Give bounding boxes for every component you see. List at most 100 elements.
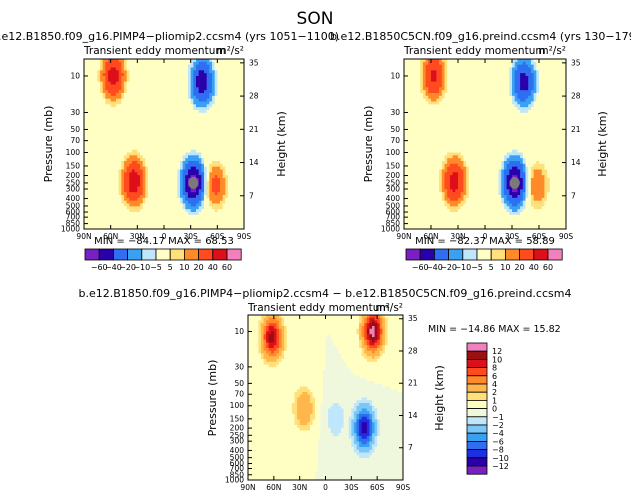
field-cell bbox=[166, 93, 170, 97]
field-cell bbox=[487, 90, 491, 94]
field-cell bbox=[563, 112, 566, 117]
field-cell bbox=[198, 59, 202, 63]
field-cell bbox=[509, 104, 513, 108]
field-cell bbox=[544, 84, 548, 88]
field-cell bbox=[118, 81, 122, 85]
field-cell bbox=[406, 81, 410, 85]
field-cell bbox=[230, 169, 234, 173]
field-cell bbox=[158, 209, 162, 213]
field-cell bbox=[129, 59, 133, 63]
field-cell bbox=[134, 200, 138, 204]
field-cell bbox=[209, 73, 213, 77]
field-cell bbox=[225, 121, 229, 125]
field-cell bbox=[230, 124, 234, 128]
field-cell bbox=[148, 209, 152, 213]
field-cell bbox=[230, 101, 234, 105]
field-cell bbox=[100, 169, 104, 173]
field-cell bbox=[509, 107, 513, 111]
field-cell bbox=[404, 107, 408, 111]
field-cell bbox=[236, 129, 240, 134]
field-cell bbox=[547, 98, 551, 102]
field-cell bbox=[474, 112, 478, 117]
field-cell bbox=[220, 197, 224, 202]
field-cell bbox=[164, 84, 168, 88]
field-cell bbox=[539, 59, 543, 63]
field-cell bbox=[238, 206, 242, 210]
field-cell bbox=[177, 141, 181, 145]
field-cell bbox=[455, 87, 459, 91]
field-cell bbox=[404, 78, 408, 83]
field-cell bbox=[414, 81, 418, 85]
field-cell bbox=[412, 90, 416, 94]
field-cell bbox=[102, 93, 106, 97]
field-cell bbox=[177, 209, 181, 213]
field-cell bbox=[414, 61, 418, 66]
field-cell bbox=[447, 67, 451, 71]
field-cell bbox=[158, 78, 162, 83]
field-cell bbox=[436, 76, 440, 80]
y-tick-label: 700 bbox=[66, 213, 81, 222]
field-cell bbox=[110, 155, 114, 159]
field-cell bbox=[560, 115, 564, 119]
field-cell bbox=[105, 183, 109, 187]
field-cell bbox=[108, 180, 112, 185]
field-cell bbox=[214, 163, 218, 168]
field-cell bbox=[110, 158, 114, 162]
field-cell bbox=[148, 144, 152, 148]
field-cell bbox=[134, 189, 138, 193]
field-cell bbox=[404, 84, 408, 88]
field-cell bbox=[121, 118, 125, 122]
field-cell bbox=[498, 84, 502, 88]
field-cell bbox=[541, 93, 545, 97]
field-cell bbox=[174, 127, 178, 131]
field-cell bbox=[552, 87, 556, 91]
field-cell bbox=[238, 149, 242, 153]
field-cell bbox=[121, 172, 125, 176]
field-cell bbox=[217, 138, 221, 142]
field-cell bbox=[225, 138, 229, 142]
field-cell bbox=[185, 209, 189, 213]
field-cell bbox=[460, 98, 464, 102]
field-cell bbox=[493, 84, 497, 88]
field-cell bbox=[230, 217, 234, 221]
field-cell bbox=[506, 70, 510, 74]
field-cell bbox=[241, 81, 244, 85]
field-cell bbox=[174, 203, 178, 207]
field-cell bbox=[220, 226, 224, 229]
field-cell bbox=[225, 98, 229, 102]
field-cell bbox=[241, 180, 244, 185]
field-cell bbox=[212, 152, 216, 156]
field-cell bbox=[557, 115, 561, 119]
field-cell bbox=[433, 104, 437, 108]
field-cell bbox=[503, 101, 507, 105]
field-cell bbox=[86, 180, 90, 185]
field-cell bbox=[174, 104, 178, 108]
field-cell bbox=[214, 161, 218, 165]
field-cell bbox=[552, 110, 556, 114]
field-cell bbox=[132, 93, 136, 97]
field-cell bbox=[555, 115, 559, 119]
field-cell bbox=[113, 203, 117, 207]
field-cell bbox=[412, 81, 416, 85]
field-cell bbox=[105, 155, 109, 159]
field-cell bbox=[145, 59, 149, 63]
field-cell bbox=[188, 161, 192, 165]
field-cell bbox=[471, 98, 475, 102]
field-cell bbox=[458, 78, 462, 83]
field-cell bbox=[506, 112, 510, 117]
field-cell bbox=[425, 64, 429, 68]
field-cell bbox=[495, 95, 499, 100]
field-cell bbox=[196, 163, 200, 168]
field-cell bbox=[193, 132, 197, 136]
field-cell bbox=[100, 180, 104, 185]
field-cell bbox=[94, 186, 98, 190]
field-cell bbox=[182, 141, 186, 145]
field-cell bbox=[222, 59, 226, 63]
field-cell bbox=[185, 101, 189, 105]
field-cell bbox=[201, 212, 205, 216]
field-cell bbox=[193, 98, 197, 102]
field-cell bbox=[222, 212, 226, 216]
field-cell bbox=[458, 87, 462, 91]
field-cell bbox=[209, 155, 213, 159]
field-cell bbox=[460, 107, 464, 111]
